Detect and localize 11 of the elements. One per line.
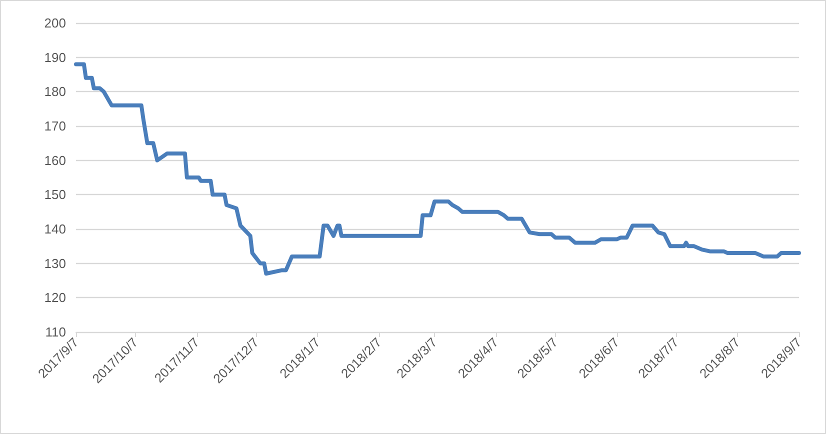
- y-tick-label: 140: [44, 222, 66, 236]
- y-tick-label: 160: [44, 152, 66, 168]
- y-tick-label: 180: [44, 84, 66, 100]
- y-tick-label: 110: [45, 324, 66, 340]
- y-tick-label: 190: [44, 50, 66, 65]
- y-tick-label: 150: [44, 187, 66, 202]
- y-tick-label: 200: [44, 16, 66, 30]
- y-tick-label: 170: [44, 118, 66, 134]
- y-tick-label: 120: [44, 290, 66, 306]
- line-series: [74, 62, 801, 276]
- y-tick-label: 130: [44, 256, 66, 271]
